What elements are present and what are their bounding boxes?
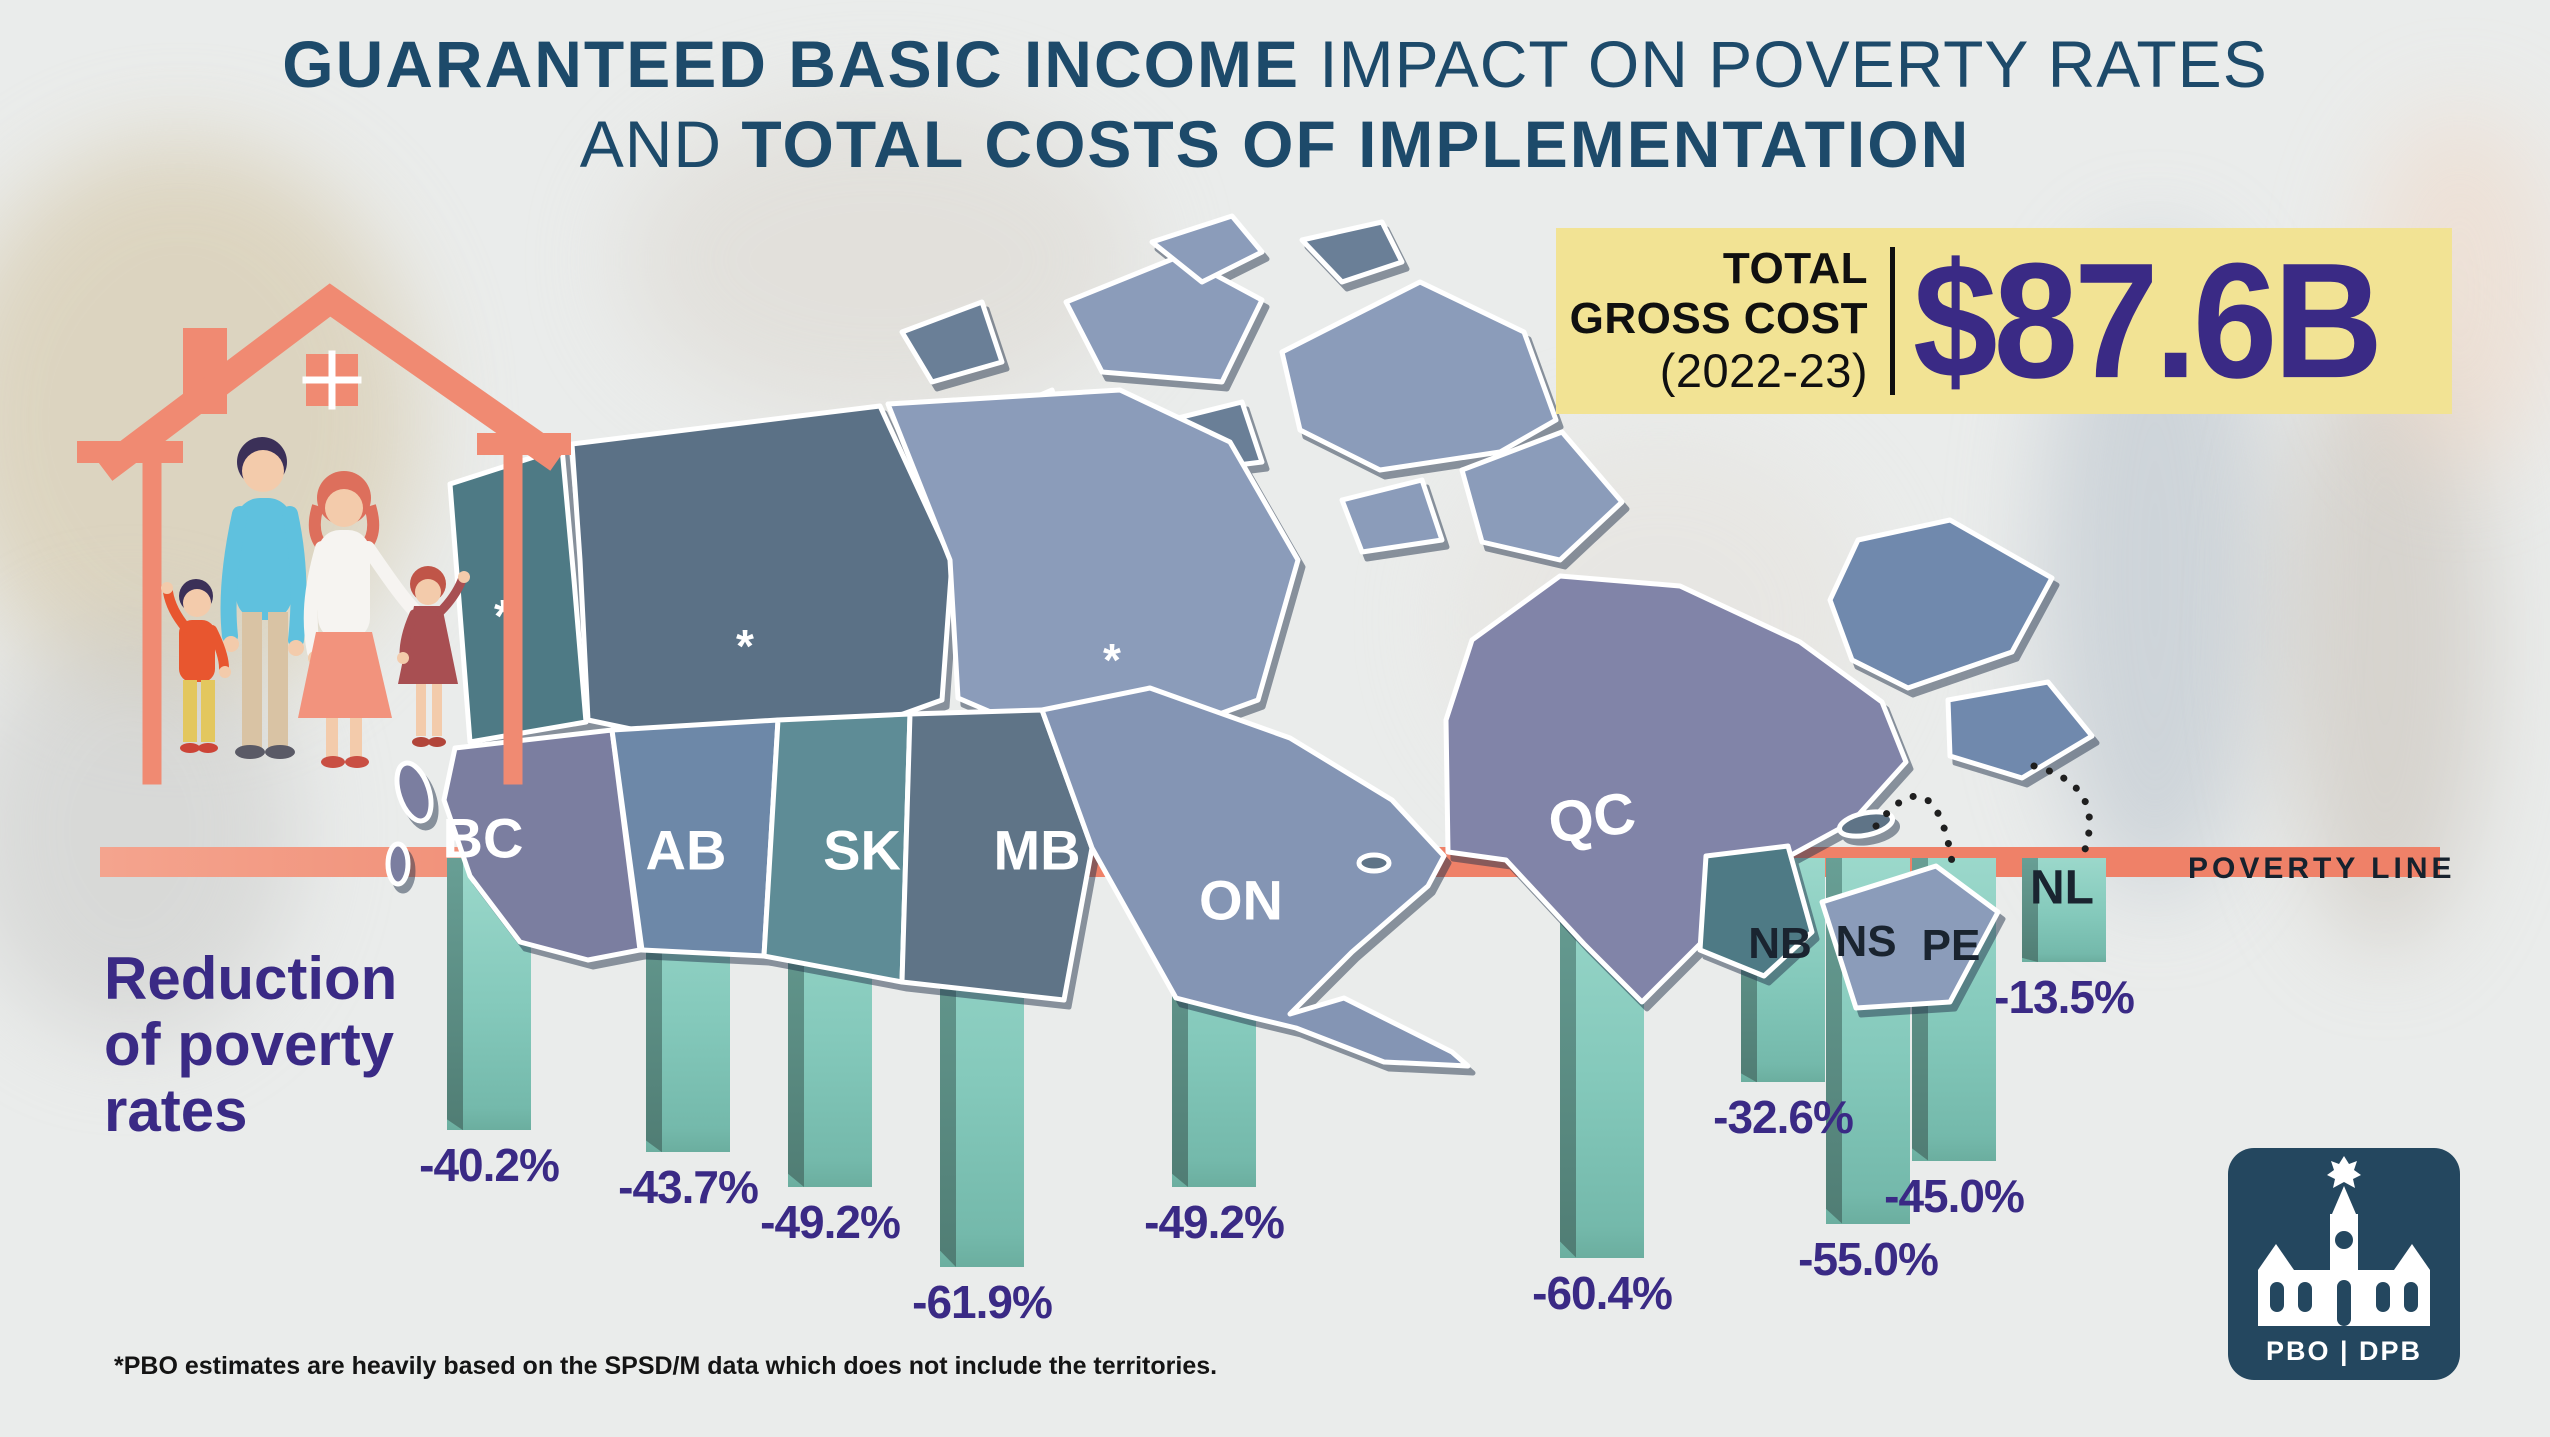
bar-value-on: -49.2% — [1144, 1195, 1285, 1248]
map-island-newfoundland — [1945, 679, 2095, 781]
map-province-mb — [899, 707, 1095, 1003]
family-illustration — [161, 437, 470, 768]
map-region-labrador — [1827, 517, 2055, 691]
title-line-2: AND TOTAL COSTS OF IMPLEMENTATION — [0, 104, 2550, 184]
bar-side-shade — [2022, 858, 2038, 963]
total-cost-box: TOTAL GROSS COST (2022-23) $87.6B — [1556, 228, 2452, 414]
bar-value-ns: -55.0% — [1798, 1232, 1939, 1285]
background-blur — [620, 100, 1140, 420]
title-part-bold: TOTAL COSTS OF IMPLEMENTATION — [741, 107, 1971, 181]
footnote: *PBO estimates are heavily based on the … — [114, 1352, 1218, 1380]
bar-value-ab: -43.7% — [618, 1161, 759, 1214]
map-province-on — [1039, 685, 1471, 1069]
cost-label-line3: (2022-23) — [1659, 344, 1868, 398]
house-roof — [96, 283, 566, 481]
map-arctic-island — [899, 299, 1005, 385]
maple-leaf-icon — [2327, 1156, 2361, 1188]
map-river-island — [1356, 852, 1392, 874]
province-label-nl: NL — [2030, 861, 2094, 915]
map-arctic-island — [1459, 429, 1625, 563]
bar-value-mb: -61.9% — [912, 1275, 1053, 1328]
bar-value-bc: -40.2% — [419, 1139, 560, 1192]
caption-line: Reduction — [104, 945, 398, 1012]
province-label-on: ON — [1199, 868, 1283, 932]
map-bc-island — [385, 841, 411, 887]
province-label-pe: PE — [1921, 921, 1981, 970]
total-cost-label: TOTAL GROSS COST (2022-23) — [1556, 244, 1868, 398]
map-arctic-island — [1299, 219, 1405, 285]
map-arctic-island — [1063, 253, 1265, 385]
map-province-ns — [1819, 863, 2001, 1011]
map-territory-nunavut — [885, 387, 1301, 761]
bar-nl — [2022, 858, 2106, 963]
bar-value-nl: -13.5% — [1994, 971, 2135, 1024]
map-province-qc — [1443, 573, 1909, 1005]
territory-asterisk: * — [736, 620, 754, 672]
bar-value-nb: -32.6% — [1713, 1091, 1854, 1144]
nl-connector-dotted-line — [2030, 762, 2093, 862]
map-bc-island — [394, 760, 434, 824]
title-part-light: IMPACT ON POVERTY RATES — [1299, 27, 2268, 101]
bar-value-pe: -45.0% — [1884, 1169, 2025, 1222]
province-label-sk: SK — [823, 818, 901, 882]
house-window-panes — [302, 350, 362, 410]
title-part-bold: GUARANTEED BASIC INCOME — [282, 27, 1300, 101]
province-label-ns: NS — [1835, 917, 1897, 966]
reduction-caption: Reduction of poverty rates — [104, 946, 397, 1144]
title-line-1: GUARANTEED BASIC INCOME IMPACT ON POVERT… — [0, 24, 2550, 104]
map-arctic-island — [1149, 213, 1265, 285]
poverty-line-label: POVERTY LINE — [2188, 852, 2456, 885]
cost-label-line2: GROSS COST — [1569, 294, 1868, 344]
title-part-light: AND — [579, 107, 742, 181]
province-label-bc: BC — [442, 806, 524, 870]
bar-value-qc: -60.4% — [1532, 1266, 1673, 1319]
map-province-nb — [1697, 843, 1815, 979]
cost-divider — [1890, 247, 1895, 395]
logo-text: PBO | DPB — [2266, 1336, 2422, 1366]
map-arctic-island — [1339, 477, 1445, 555]
province-label-nb: NB — [1748, 919, 1812, 968]
pbo-logo: PBO | DPB — [2228, 1148, 2460, 1380]
bar-side-shade — [447, 858, 463, 1131]
province-label-mb: MB — [993, 818, 1081, 882]
pe-connector-dotted-line — [1872, 792, 1956, 866]
caption-line: of poverty — [104, 1011, 395, 1078]
caption-line: rates — [104, 1077, 248, 1144]
parliament-tower-icon — [2332, 1186, 2356, 1214]
total-cost-amount: $87.6B — [1913, 229, 2383, 413]
province-label-qc: QC — [1544, 779, 1640, 857]
territory-asterisk: * — [1103, 634, 1121, 686]
house-illustration — [77, 283, 571, 785]
bar-side-shade — [1560, 858, 1576, 1258]
province-label-ab: AB — [645, 818, 727, 882]
map-arctic-island — [1279, 279, 1559, 473]
map-province-pe — [1836, 809, 1896, 839]
page-title: GUARANTEED BASIC INCOME IMPACT ON POVERT… — [0, 24, 2550, 184]
bar-value-sk: -49.2% — [760, 1195, 901, 1248]
cost-label-line1: TOTAL — [1722, 244, 1868, 294]
